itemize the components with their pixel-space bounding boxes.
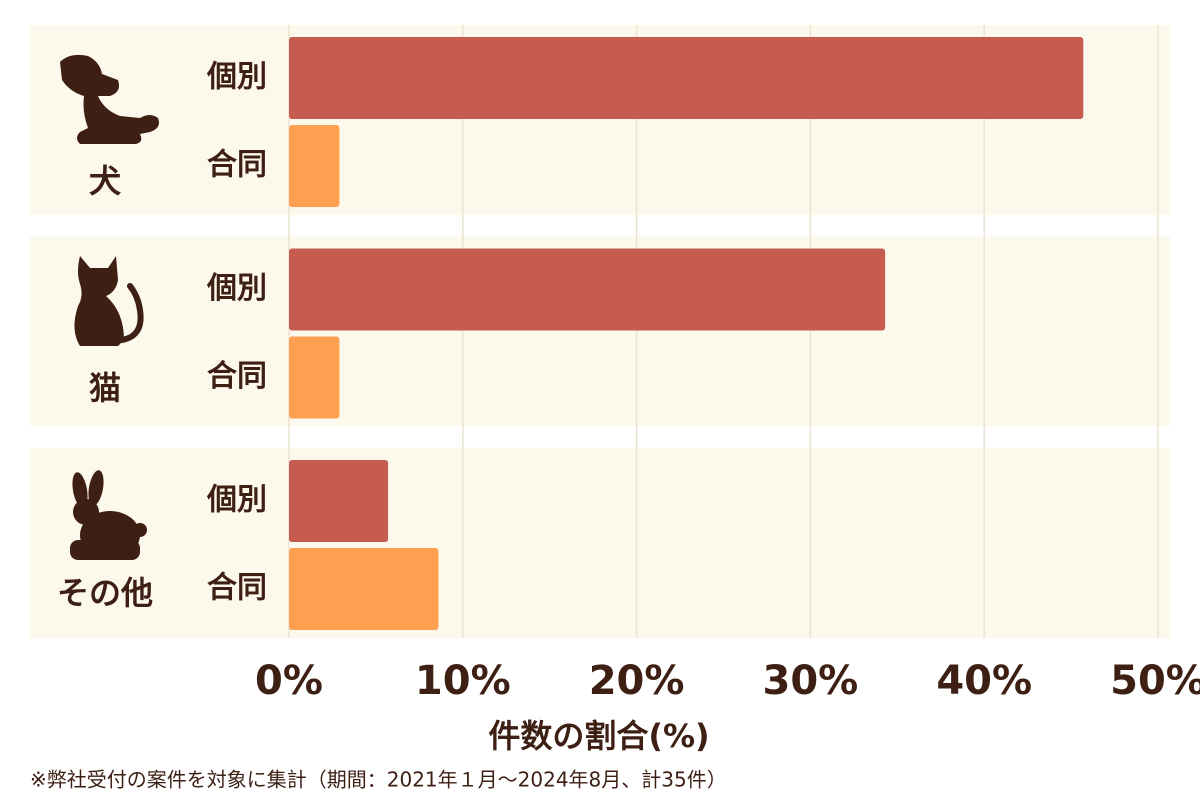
series-label: 個別 xyxy=(206,483,267,518)
bar xyxy=(289,125,340,207)
bar xyxy=(289,336,340,419)
x-tick-label: 30% xyxy=(763,658,859,704)
x-tick-label: 20% xyxy=(589,658,685,704)
category-label: 猫 xyxy=(89,369,121,407)
x-tick-label: 0% xyxy=(255,658,323,704)
group-panel xyxy=(30,448,1170,638)
series-label: 個別 xyxy=(206,271,267,306)
x-axis-title: 件数の割合(%) xyxy=(488,717,709,755)
series-label: 合同 xyxy=(207,571,267,606)
bar xyxy=(289,460,389,542)
footnote: ※弊社受付の案件を対象に集計（期間：2021年１月〜2024年8月、計35件） xyxy=(30,768,727,792)
series-label: 合同 xyxy=(207,359,267,394)
cat-icon xyxy=(74,256,144,346)
series-label: 個別 xyxy=(206,60,267,95)
bar xyxy=(289,37,1084,119)
rabbit-icon xyxy=(70,470,147,560)
category-label: その他 xyxy=(57,574,153,612)
bar xyxy=(289,548,439,630)
dog-icon xyxy=(60,54,159,144)
bar xyxy=(289,248,886,331)
x-tick-label: 50% xyxy=(1110,658,1200,704)
series-label: 合同 xyxy=(207,148,267,183)
x-tick-label: 10% xyxy=(415,658,511,704)
category-label: 犬 xyxy=(89,162,121,200)
x-tick-label: 40% xyxy=(936,658,1032,704)
